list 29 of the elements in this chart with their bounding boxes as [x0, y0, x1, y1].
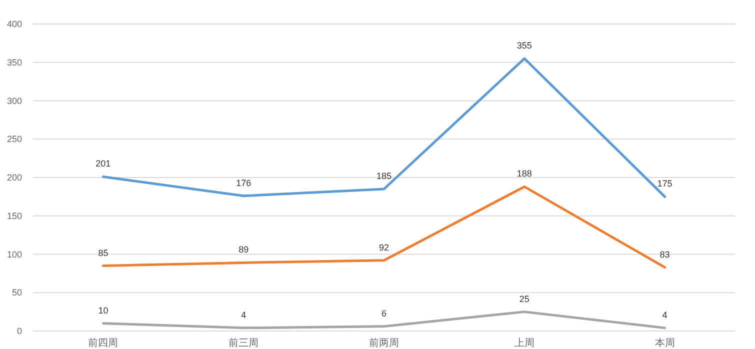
data-label: 89 [238, 244, 249, 255]
data-label: 355 [516, 40, 532, 51]
data-label: 176 [236, 178, 252, 188]
data-label: 185 [376, 171, 392, 182]
data-label: 201 [96, 158, 111, 169]
y-tick-label: 200 [6, 172, 22, 182]
x-tick-label: 前四周 [88, 337, 118, 349]
data-label: 83 [660, 249, 670, 260]
y-tick-label: 250 [6, 134, 22, 144]
y-tick-label: 400 [6, 19, 22, 29]
data-label: 188 [516, 168, 532, 179]
y-tick-label: 300 [6, 96, 22, 106]
x-tick-label: 本周 [654, 337, 675, 349]
x-tick-label: 前三周 [228, 337, 259, 349]
data-label: 175 [657, 178, 672, 189]
y-tick-label: 350 [6, 57, 22, 68]
data-label: 4 [662, 310, 668, 320]
data-label: 10 [98, 305, 108, 316]
data-label: 85 [98, 248, 108, 258]
y-tick-label: 150 [6, 210, 22, 221]
y-tick-label: 100 [6, 249, 22, 260]
x-tick-label: 前两周 [369, 337, 399, 349]
data-label: 6 [381, 308, 387, 318]
y-tick-label: 50 [12, 288, 22, 298]
x-tick-label: 上周 [514, 337, 534, 349]
data-label: 4 [241, 310, 246, 320]
data-label: 25 [519, 294, 530, 304]
y-tick-label: 0 [16, 326, 22, 336]
data-label: 92 [378, 242, 390, 252]
